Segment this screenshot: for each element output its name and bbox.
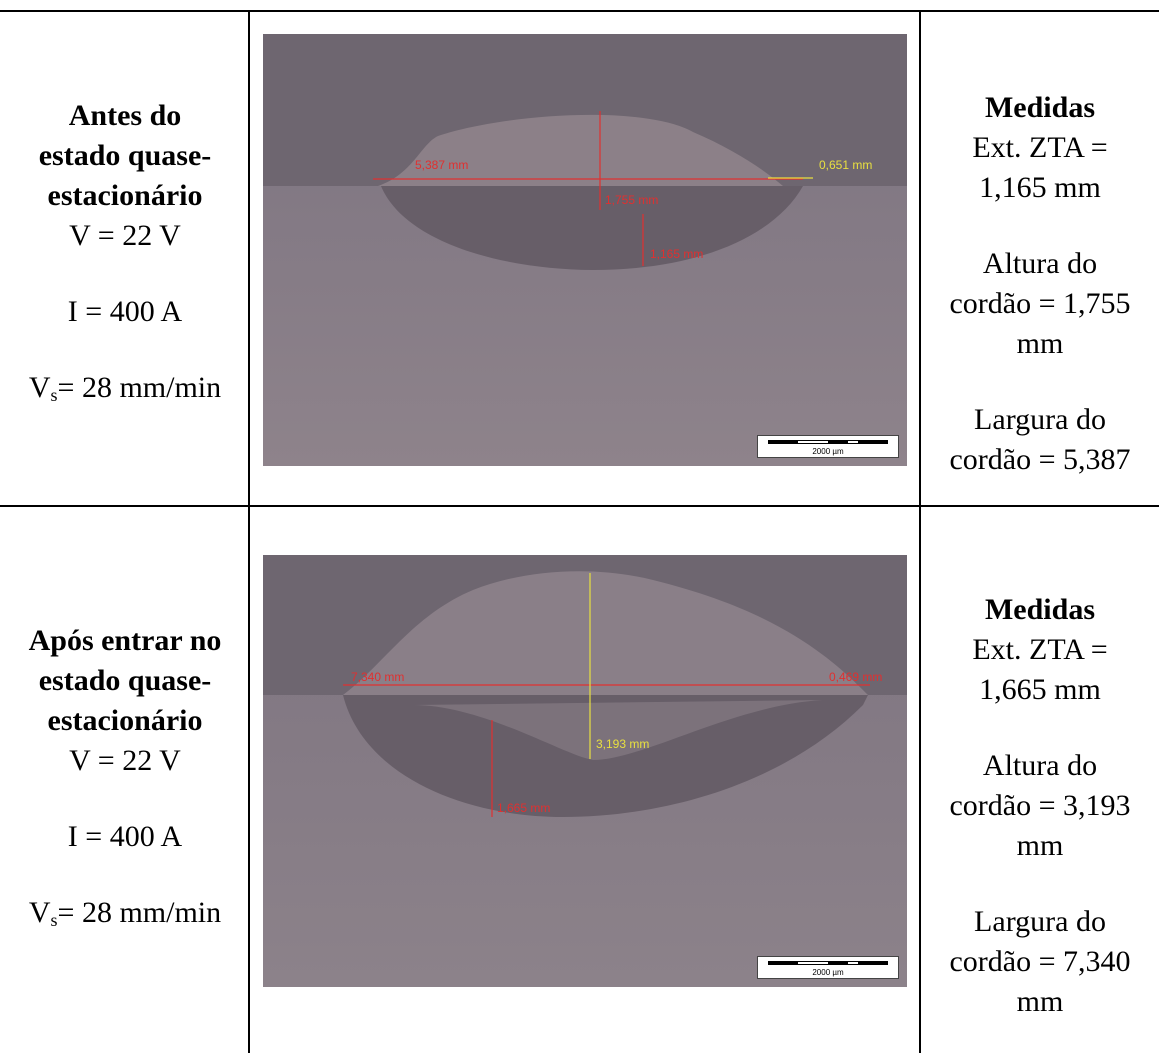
row2-height-line1: Altura do — [921, 746, 1159, 786]
row1-measures-title: Medidas — [921, 88, 1159, 128]
row1-speed: Vs= 28 mm/min — [0, 368, 250, 415]
row2-zta-line2: 1,665 mm — [921, 670, 1159, 710]
row1-width-line1: Largura do — [921, 400, 1159, 440]
row1-width-label: 5,387 mm — [415, 158, 468, 172]
row1-width-line2: cordão = 5,387 — [921, 440, 1159, 480]
row1-height-line2: cordão = 1,755 — [921, 284, 1159, 324]
row1-title-line3: estacionário — [0, 176, 250, 216]
row2-title-line2: estado quase- — [0, 661, 250, 701]
row2-height-label: 3,193 mm — [596, 737, 649, 751]
row1-condition-title: Antes do estado quase- estacionário — [0, 96, 250, 216]
row1-voltage: V = 22 V — [0, 216, 250, 256]
row2-voltage: V = 22 V — [0, 741, 250, 781]
row2-height-line2: cordão = 3,193 — [921, 786, 1159, 826]
row1-zta-edge-label: 0,651 mm — [819, 158, 872, 172]
row2-condition-cell: Após entrar no estado quase- estacionári… — [0, 621, 250, 940]
row1-scale-bar: 2000 µm — [757, 435, 899, 458]
row1-weld-micrograph: 5,387 mm 0,651 mm 1,755 mm 1,165 mm 2000… — [263, 34, 907, 466]
row2-width-line2: cordão = 7,340 — [921, 942, 1159, 982]
row1-zta-label: 1,165 mm — [650, 247, 703, 261]
row1-condition-cell: Antes do estado quase- estacionário V = … — [0, 96, 250, 415]
row2-title-line1: Após entrar no — [0, 621, 250, 661]
row1-title-line2: estado quase- — [0, 136, 250, 176]
row2-zta-edge-label: 0,469 mm — [829, 670, 882, 684]
row2-height-line3: mm — [921, 826, 1159, 866]
table-row-divider — [0, 505, 1159, 507]
row1-height-label: 1,755 mm — [605, 193, 658, 207]
row1-title-line1: Antes do — [0, 96, 250, 136]
row2-condition-title: Após entrar no estado quase- estacionári… — [0, 621, 250, 741]
table-top-border — [0, 10, 1159, 12]
row2-weld-micrograph: 7,340 mm 0,469 mm 3,193 mm 1,665 mm 2000… — [263, 555, 907, 987]
row1-measures-cell: Medidas Ext. ZTA = 1,165 mm Altura do co… — [921, 88, 1159, 480]
row2-zta-label: 1,665 mm — [497, 801, 550, 815]
row1-zta-line1: Ext. ZTA = — [921, 128, 1159, 168]
row1-zta-line2: 1,165 mm — [921, 168, 1159, 208]
row2-width-line3: mm — [921, 982, 1159, 1022]
row2-width-line1: Largura do — [921, 902, 1159, 942]
row1-height-line1: Altura do — [921, 244, 1159, 284]
row2-title-line3: estacionário — [0, 701, 250, 741]
row1-current: I = 400 A — [0, 292, 250, 332]
row2-speed: Vs= 28 mm/min — [0, 893, 250, 940]
row2-zta-line1: Ext. ZTA = — [921, 630, 1159, 670]
row2-current: I = 400 A — [0, 817, 250, 857]
row1-height-line3: mm — [921, 324, 1159, 364]
row2-measures-cell: Medidas Ext. ZTA = 1,665 mm Altura do co… — [921, 590, 1159, 1022]
row2-scale-bar: 2000 µm — [757, 956, 899, 979]
row2-width-label: 7,340 mm — [351, 670, 404, 684]
row2-measures-title: Medidas — [921, 590, 1159, 630]
